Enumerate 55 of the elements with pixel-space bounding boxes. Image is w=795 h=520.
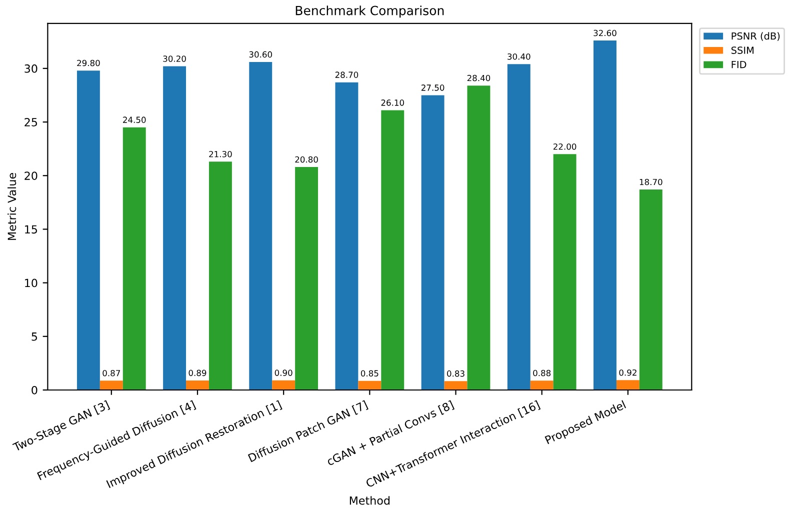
data-label: 21.30 [209, 150, 232, 158]
bar [444, 381, 468, 390]
bar [272, 380, 296, 390]
data-label: 26.10 [381, 100, 404, 106]
legend-label: FID [732, 60, 746, 68]
data-label: 0.89 [188, 370, 206, 376]
bar [381, 110, 404, 390]
data-label: 30.40 [508, 53, 530, 60]
bar [507, 64, 530, 390]
bar [208, 162, 232, 390]
data-label: 29.80 [77, 60, 100, 66]
bar [100, 380, 123, 390]
data-label: 28.70 [335, 72, 358, 78]
data-label: 0.88 [533, 370, 551, 376]
legend-label: PSNR (dB) [732, 32, 780, 41]
data-label: 30.20 [163, 56, 186, 62]
bar [358, 380, 382, 390]
y-tick-label: 15 [25, 225, 38, 234]
x-axis-title: Method [350, 496, 390, 505]
data-label: 22.00 [553, 143, 576, 150]
y-tick-label: 5 [32, 332, 38, 341]
bar [186, 380, 209, 390]
y-tick-label: 20 [24, 172, 38, 180]
data-label: 24.50 [123, 116, 146, 123]
data-label: 27.50 [421, 84, 444, 91]
bar [335, 82, 358, 390]
y-tick-label: 30 [24, 64, 38, 73]
bar [295, 167, 318, 390]
bar [76, 70, 100, 390]
y-tick-label: 25 [24, 118, 38, 126]
data-label: 0.83 [447, 370, 464, 377]
bar [616, 380, 640, 390]
y-tick-label: 10 [25, 278, 38, 288]
legend-label: SSIM [731, 46, 754, 54]
data-label: 32.60 [594, 30, 616, 36]
y-axis-title: Metric Value [8, 172, 16, 240]
y-tick-label: 0 [32, 386, 38, 394]
bar [122, 127, 146, 390]
chart-title: Benchmark Comparison [296, 6, 444, 18]
data-label: 28.40 [467, 74, 490, 82]
bar [553, 154, 576, 390]
data-label: 0.87 [102, 370, 120, 376]
data-label: 0.90 [274, 370, 292, 376]
data-label: 30.60 [249, 51, 272, 58]
data-label: 0.85 [360, 370, 378, 376]
data-label: 0.92 [619, 369, 636, 376]
bar [467, 86, 490, 390]
bar [594, 40, 616, 390]
bar [530, 380, 554, 390]
bar [421, 95, 444, 390]
data-label: 18.70 [640, 178, 662, 186]
bar [249, 62, 272, 390]
data-label: 20.80 [295, 156, 318, 163]
bar [639, 190, 662, 390]
bar [163, 66, 186, 390]
